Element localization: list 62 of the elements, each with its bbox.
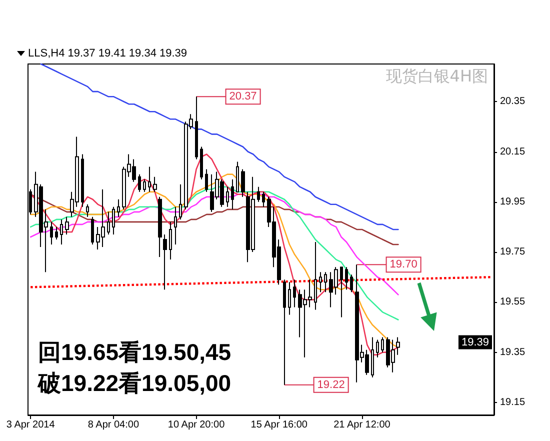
candlestick (148, 166, 151, 192)
candlestick (200, 146, 203, 180)
candlestick (371, 336, 374, 378)
candlestick (283, 279, 286, 386)
chart-title: LLS,H4 19.37 19.41 19.34 19.39 (28, 48, 188, 60)
candlestick (81, 154, 84, 208)
candlestick (86, 204, 89, 218)
y-tick-label: 19.95 (500, 196, 526, 208)
y-tick-label: 20.15 (500, 146, 526, 158)
candlestick (257, 186, 260, 202)
annotation: 回19.65看19.50,45 (38, 339, 232, 365)
candlestick (288, 282, 291, 316)
x-tick-label: 3 Apr 2014 (6, 420, 56, 430)
annotation: 19.70 (390, 258, 418, 271)
candlestick (226, 186, 229, 208)
x-tick-label: 8 Apr 04:00 (88, 420, 140, 430)
candlestick (50, 221, 53, 246)
candlestick (153, 176, 157, 192)
candlestick (293, 279, 296, 308)
candlestick (324, 272, 327, 293)
y-tick-label: 19.15 (500, 396, 526, 408)
candlestick (236, 161, 239, 192)
candlestick (205, 168, 208, 192)
x-tick-label: 10 Apr 20:00 (168, 420, 226, 430)
y-tick-label: 19.35 (500, 346, 526, 358)
candlestick (195, 96, 198, 160)
y-tick-label: 20.35 (500, 96, 526, 108)
candlestick (65, 216, 69, 235)
candlestick (350, 274, 353, 293)
x-tick-label: 21 Apr 12:00 (334, 420, 391, 430)
annotation: 破19.22看19.05,00 (37, 370, 232, 396)
annotation: 19.39 (461, 336, 489, 348)
candlestick (231, 178, 234, 210)
candlestick (381, 336, 384, 353)
annotation: 19.22 (317, 378, 345, 391)
annotation: 20.37 (229, 90, 257, 103)
candlestick (60, 218, 63, 246)
candlestick (345, 266, 348, 290)
candlestick (340, 266, 343, 318)
x-tick-label: 15 Apr 16:00 (250, 420, 308, 430)
candlestick (91, 216, 94, 246)
candlestick (158, 196, 162, 258)
candlestick (163, 234, 167, 290)
y-tick-label: 19.55 (500, 296, 526, 308)
candlestick (396, 336, 400, 356)
candlestick (55, 226, 58, 240)
candlestick (169, 221, 172, 260)
candlestick (319, 272, 322, 293)
candlestick (174, 206, 177, 246)
candlestick (241, 168, 245, 198)
y-tick-label: 19.75 (500, 246, 526, 258)
candlestick (138, 174, 141, 192)
candlestick (179, 184, 182, 220)
candlestick (376, 339, 379, 358)
candlestick (262, 191, 265, 208)
chart-subtitle: 现货白银4H图 (386, 66, 488, 86)
candlestick (117, 198, 120, 218)
line-series (30, 194, 399, 246)
candlestick (107, 211, 110, 235)
candlestick (143, 178, 146, 192)
candlestick (112, 206, 115, 235)
candlestick (314, 242, 317, 310)
